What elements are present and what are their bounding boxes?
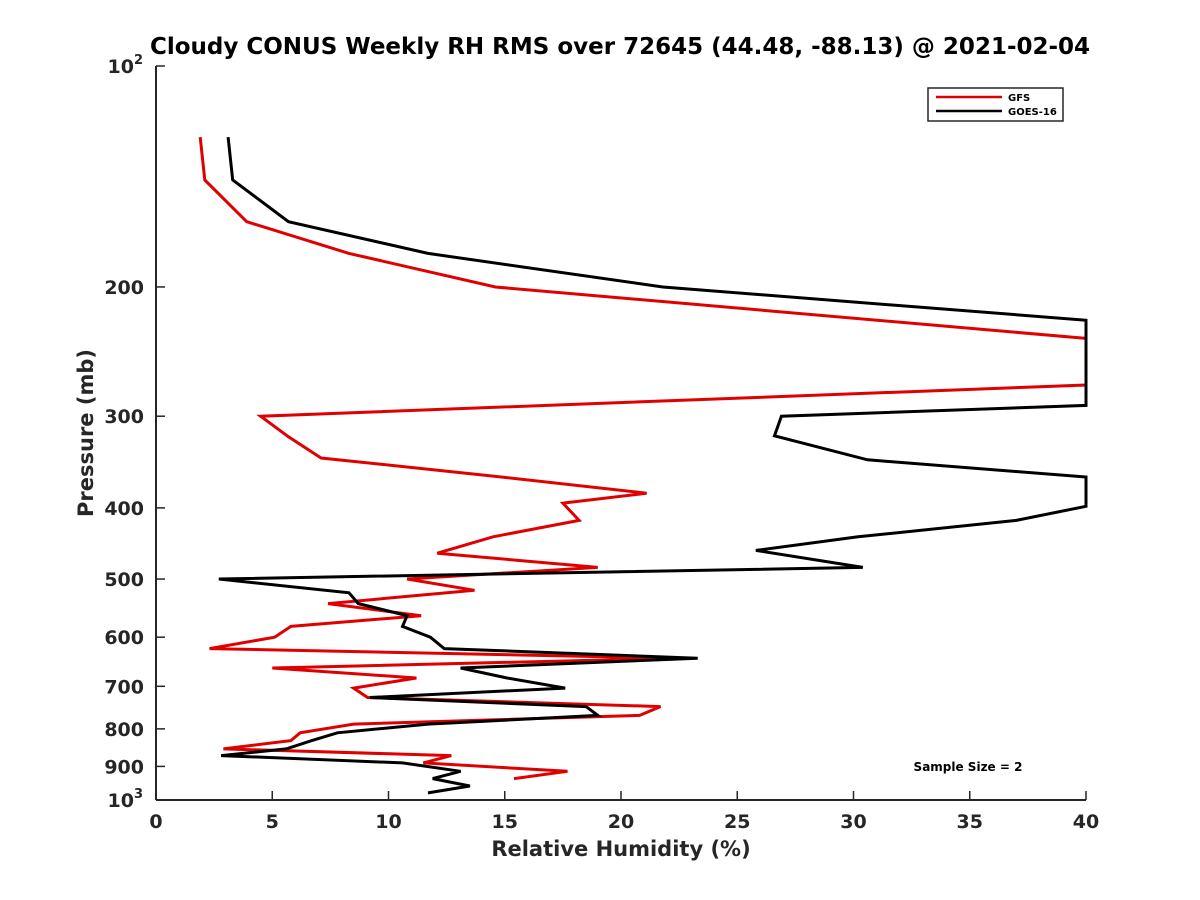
x-tick-label: 5 <box>266 811 279 833</box>
x-tick-label: 25 <box>724 811 750 833</box>
series-line-gfs <box>198 136 1088 781</box>
y-tick-exponent: 2 <box>134 53 143 68</box>
axes <box>155 66 1086 801</box>
legend: GFS GOES-16 <box>927 87 1064 122</box>
y-tick-label: 600 <box>104 627 144 649</box>
x-tick-label: 20 <box>608 811 634 833</box>
x-axis-label: Relative Humidity (%) <box>491 837 750 861</box>
y-tick-label: 300 <box>104 406 144 428</box>
legend-label-goes16: GOES-16 <box>1008 107 1057 118</box>
y-tick-label: 10 <box>108 56 134 78</box>
x-tick-label: 35 <box>957 811 983 833</box>
x-tick-label: 30 <box>840 811 866 833</box>
legend-box <box>927 87 1064 122</box>
y-tick-label: 900 <box>104 756 144 778</box>
y-axis-label: Pressure (mb) <box>74 349 98 517</box>
series-layer <box>198 136 1088 795</box>
sample-size-annotation: Sample Size = 2 <box>914 760 1023 774</box>
y-tick-label: 200 <box>104 277 144 299</box>
series-line-goes16 <box>218 136 1088 795</box>
x-tick-label: 10 <box>375 811 401 833</box>
y-tick-label: 500 <box>104 569 144 591</box>
x-tick-label: 40 <box>1073 811 1099 833</box>
legend-label-gfs: GFS <box>1008 93 1030 104</box>
x-tick-label: 15 <box>492 811 518 833</box>
chart-title: Cloudy CONUS Weekly RH RMS over 72645 (4… <box>150 34 1090 60</box>
x-tick-label: 0 <box>149 811 162 833</box>
y-tick-label: 10 <box>108 790 134 812</box>
y-tick-label: 400 <box>104 498 144 520</box>
y-tick-exponent: 3 <box>134 787 143 802</box>
y-tick-label: 800 <box>104 719 144 741</box>
y-tick-label: 700 <box>104 676 144 698</box>
